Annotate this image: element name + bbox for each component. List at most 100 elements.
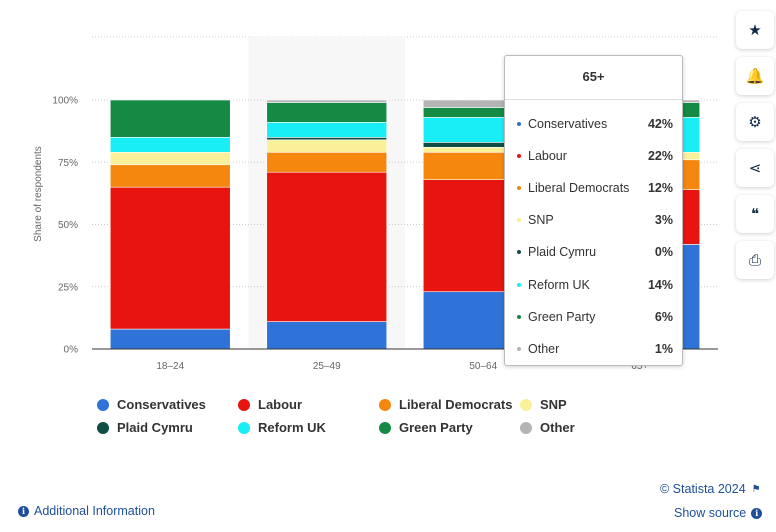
legend-item-liberal-democrats[interactable]: Liberal Democrats: [379, 397, 512, 412]
additional-information-link[interactable]: i Additional Information: [13, 504, 155, 518]
tooltip-series-value: 14%: [647, 277, 673, 292]
legend-label: Other: [540, 420, 575, 435]
y-axis-label: Share of respondents: [33, 146, 44, 242]
bell-icon: 🔔: [745, 68, 765, 85]
legend-item-snp[interactable]: SNP: [520, 397, 567, 412]
tooltip-series-name: Plaid Cymru: [528, 245, 597, 260]
print-icon: ⎙: [748, 251, 761, 269]
tooltip-title: 65+: [582, 69, 605, 84]
legend-label: Labour: [258, 397, 303, 412]
bar-segment-snp[interactable]: [266, 139, 388, 153]
tooltip-series-value: 1%: [654, 341, 673, 356]
tooltip-bullet: [517, 250, 521, 255]
legend-marker: [520, 421, 532, 434]
axes: 0% 25% 50% 75% 100% 18–24 25–49 50–64 65+: [52, 96, 718, 372]
tooltip-series-value: 42%: [647, 117, 673, 131]
bar-segment-green-party[interactable]: [109, 99, 231, 138]
legend-marker: [97, 421, 109, 434]
bar-segment-reform-uk[interactable]: [109, 137, 231, 153]
tooltip-bullet: [517, 186, 521, 191]
y-tick-label: 50%: [58, 220, 78, 231]
tooltip-row: Liberal Democrats 12%: [505, 179, 682, 197]
star-button[interactable]: ★: [736, 11, 774, 49]
bar-segment-conservatives[interactable]: [109, 328, 231, 350]
tooltip-row: Other 1%: [505, 340, 682, 358]
legend-label: Green Party: [399, 420, 473, 435]
copyright-text: © Statista 2024: [660, 482, 746, 496]
bar-segment-labour[interactable]: [266, 171, 388, 322]
gear-button[interactable]: ⚙: [736, 103, 774, 141]
y-tick-label: 0%: [64, 345, 79, 356]
tooltip-series-name: Green Party: [528, 309, 596, 324]
tooltip-row: Conservatives 42%: [505, 115, 682, 133]
copyright-link[interactable]: © Statista 2024 ⚑: [660, 482, 761, 496]
tooltip-row: Labour 22%: [505, 147, 682, 165]
legend-label: Reform UK: [258, 420, 326, 435]
tooltip-series-value: 3%: [654, 213, 673, 228]
bar-segment-liberal-democrats[interactable]: [109, 164, 231, 188]
legend-label: SNP: [540, 397, 567, 412]
tooltip-row: Reform UK 14%: [505, 276, 682, 294]
tooltip-bullet: [517, 346, 521, 351]
legend-label: Conservatives: [117, 397, 206, 412]
bar-segment-conservatives[interactable]: [266, 321, 388, 350]
bell-button[interactable]: 🔔: [736, 57, 774, 95]
bar-segment-green-party[interactable]: [266, 102, 388, 123]
tooltip-bullet: [517, 282, 521, 287]
tooltip-bullet: [517, 314, 521, 319]
bar-segment-snp[interactable]: [109, 151, 231, 166]
legend-item-green-party[interactable]: Green Party: [379, 420, 473, 435]
quote-button[interactable]: ❝: [736, 195, 774, 233]
bar-segment-plaid-cymru[interactable]: [266, 137, 388, 141]
legend-item-conservatives[interactable]: Conservatives: [97, 397, 206, 412]
tooltip-row: SNP 3%: [505, 211, 682, 229]
tooltip-series-value: 22%: [647, 149, 673, 164]
legend-item-other[interactable]: Other: [520, 420, 575, 435]
legend-item-labour[interactable]: Labour: [238, 397, 302, 412]
tooltip-series-name: Other: [528, 341, 560, 356]
gear-icon: ⚙: [748, 114, 762, 131]
tooltip-bullet: [517, 218, 521, 223]
share-button[interactable]: ⋖: [736, 149, 774, 187]
share-icon: ⋖: [748, 160, 762, 177]
x-tick-label: 50–64: [469, 361, 497, 372]
tooltip-row: Green Party 6%: [505, 308, 682, 326]
show-source-link[interactable]: Show source i: [674, 506, 767, 520]
legend-marker: [379, 421, 391, 434]
tooltip-series-value: 12%: [647, 181, 673, 196]
tooltip-row: Plaid Cymru 0%: [505, 243, 682, 261]
tooltip-series-name: Liberal Democrats: [528, 181, 630, 196]
quote-icon: ❝: [750, 206, 760, 223]
legend-marker: [379, 398, 391, 411]
bar-segment-liberal-democrats[interactable]: [266, 151, 388, 173]
print-button[interactable]: ⎙: [736, 241, 774, 279]
tooltip-series-name: SNP: [528, 213, 554, 228]
legend-marker: [238, 398, 250, 411]
bar-segment-other[interactable]: [266, 99, 388, 103]
y-tick-label: 25%: [58, 282, 78, 293]
tooltip-bullet: [517, 154, 521, 159]
additional-information-text: Additional Information: [34, 504, 155, 518]
legend-marker: [520, 398, 532, 411]
bar-segment-labour[interactable]: [109, 186, 231, 330]
x-tick-label: 25–49: [313, 361, 341, 372]
legend-marker: [238, 421, 250, 434]
legend-item-plaid-cymru[interactable]: Plaid Cymru: [97, 420, 193, 435]
y-tick-label: 100%: [52, 96, 78, 107]
tooltip-series-value: 6%: [654, 309, 673, 324]
bar-segment-reform-uk[interactable]: [266, 122, 388, 138]
y-tick-label: 75%: [58, 158, 78, 169]
tooltip-series-name: Reform UK: [528, 277, 590, 292]
tooltip: 65+ Conservatives 42% Labour 22% Liberal Dem…: [504, 55, 683, 366]
tooltip-divider: [505, 99, 682, 100]
info-icon: i: [751, 507, 763, 519]
show-source-text: Show source: [674, 506, 747, 520]
legend-label: Liberal Democrats: [399, 397, 513, 412]
legend-marker: [97, 398, 109, 411]
tooltip-bullet: [517, 122, 521, 126]
legend-item-reform-uk[interactable]: Reform UK: [238, 420, 326, 435]
x-tick-label: 65+: [631, 361, 648, 372]
legend-label: Plaid Cymru: [117, 420, 193, 435]
star-icon: ★: [748, 22, 762, 39]
tooltip-series-value: 0%: [654, 245, 673, 260]
